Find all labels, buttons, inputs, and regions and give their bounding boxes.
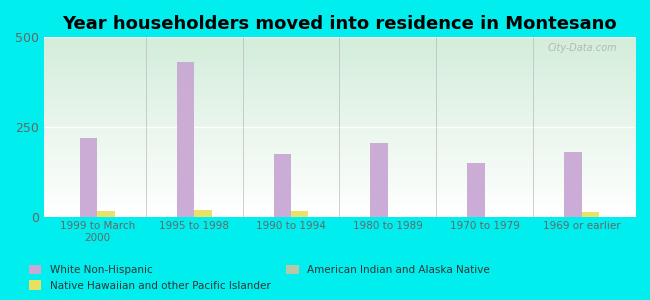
Title: Year householders moved into residence in Montesano: Year householders moved into residence i… (62, 15, 617, 33)
Bar (370, 143, 388, 217)
Bar (467, 163, 485, 217)
Bar (582, 212, 599, 217)
Bar (194, 210, 211, 217)
Legend: White Non-Hispanic, Native Hawaiian and other Pacific Islander, American Indian : White Non-Hispanic, Native Hawaiian and … (25, 261, 494, 295)
Bar (80, 138, 97, 217)
Bar (177, 62, 194, 217)
Bar (291, 211, 308, 217)
Bar (564, 152, 582, 217)
Bar (97, 211, 114, 217)
Text: City-Data.com: City-Data.com (548, 43, 617, 53)
Bar (274, 154, 291, 217)
